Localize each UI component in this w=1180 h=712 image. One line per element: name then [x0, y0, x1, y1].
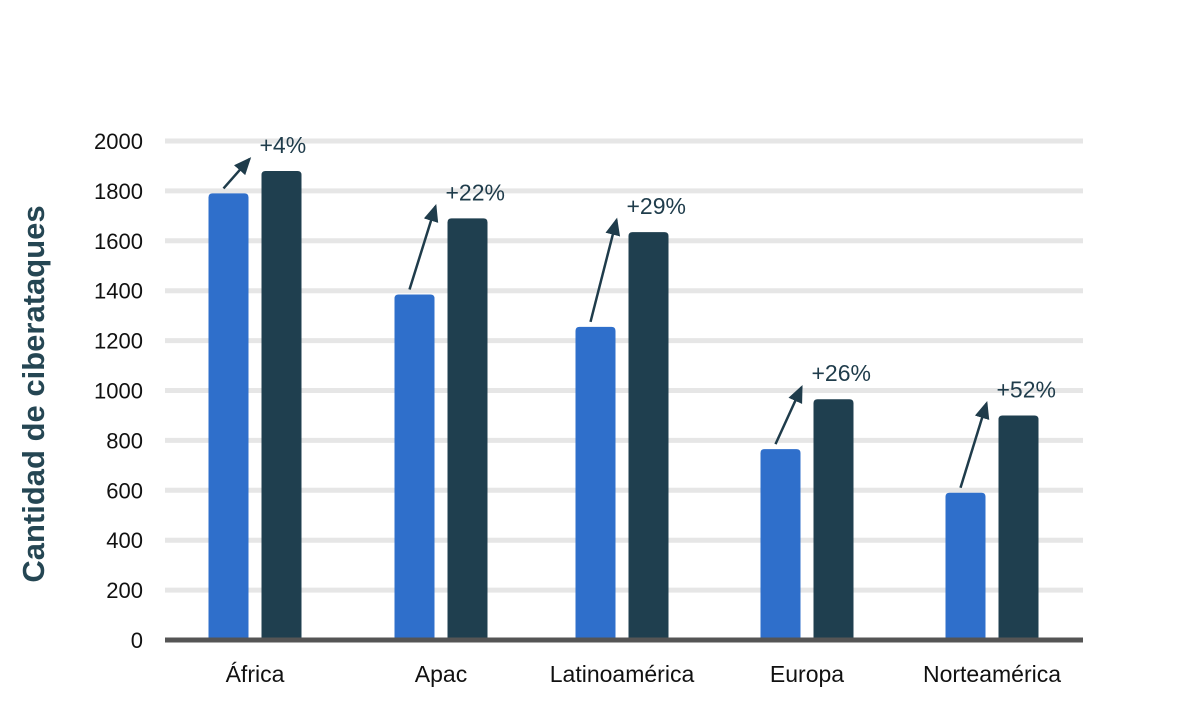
x-tick-label: África — [226, 661, 285, 687]
bar-series-2 — [628, 232, 669, 640]
y-tick-label: 400 — [106, 528, 143, 553]
bar-series-1 — [760, 449, 801, 640]
x-tick-label: Latinoamérica — [550, 661, 695, 687]
bar-series-2 — [447, 218, 488, 640]
y-tick-label: 1000 — [94, 379, 143, 404]
x-tick-label: Europa — [770, 661, 844, 687]
bar-series-2 — [998, 415, 1039, 640]
y-tick-label: 800 — [106, 428, 143, 453]
y-tick-label: 1400 — [94, 279, 143, 304]
y-axis-label: Cantidad de ciberataques — [16, 205, 51, 582]
gridlines — [165, 138, 1083, 593]
y-tick-label: 600 — [106, 478, 143, 503]
growth-label: +26% — [812, 360, 871, 386]
y-tick-label: 1200 — [94, 329, 143, 354]
growth-label: +22% — [446, 179, 505, 205]
bar-series-1 — [575, 326, 616, 640]
y-tick-label: 0 — [131, 628, 143, 653]
y-tick-label: 1600 — [94, 229, 143, 254]
growth-arrow — [589, 217, 621, 323]
bar-series-1 — [945, 492, 986, 640]
growth-label: +29% — [627, 193, 686, 219]
bars — [208, 170, 1039, 640]
bar-series-1 — [394, 294, 435, 640]
y-tick-label: 200 — [106, 578, 143, 603]
y-tick-label: 1800 — [94, 179, 143, 204]
growth-arrow — [222, 157, 252, 190]
bar-series-1 — [208, 193, 249, 640]
x-tick-label: Apac — [415, 661, 467, 687]
growth-arrow — [408, 203, 439, 290]
x-tick-label: Norteamérica — [923, 661, 1061, 687]
growth-arrow — [774, 384, 803, 445]
x-axis-ticks: África Apac Latinoamérica Europa Norteaméric… — [226, 661, 1062, 687]
y-axis-ticks: 0 200 400 600 800 1000 1200 1400 1600 1800 2000 — [94, 129, 143, 653]
growth-arrow — [959, 401, 990, 489]
growth-annotations: +4% +22% +29% +26% +52% — [222, 132, 1056, 489]
growth-label: +4% — [260, 132, 307, 158]
bar-series-2 — [813, 399, 854, 640]
bar-series-2 — [261, 170, 302, 640]
y-tick-label: 2000 — [94, 129, 143, 154]
growth-label: +52% — [997, 376, 1056, 402]
